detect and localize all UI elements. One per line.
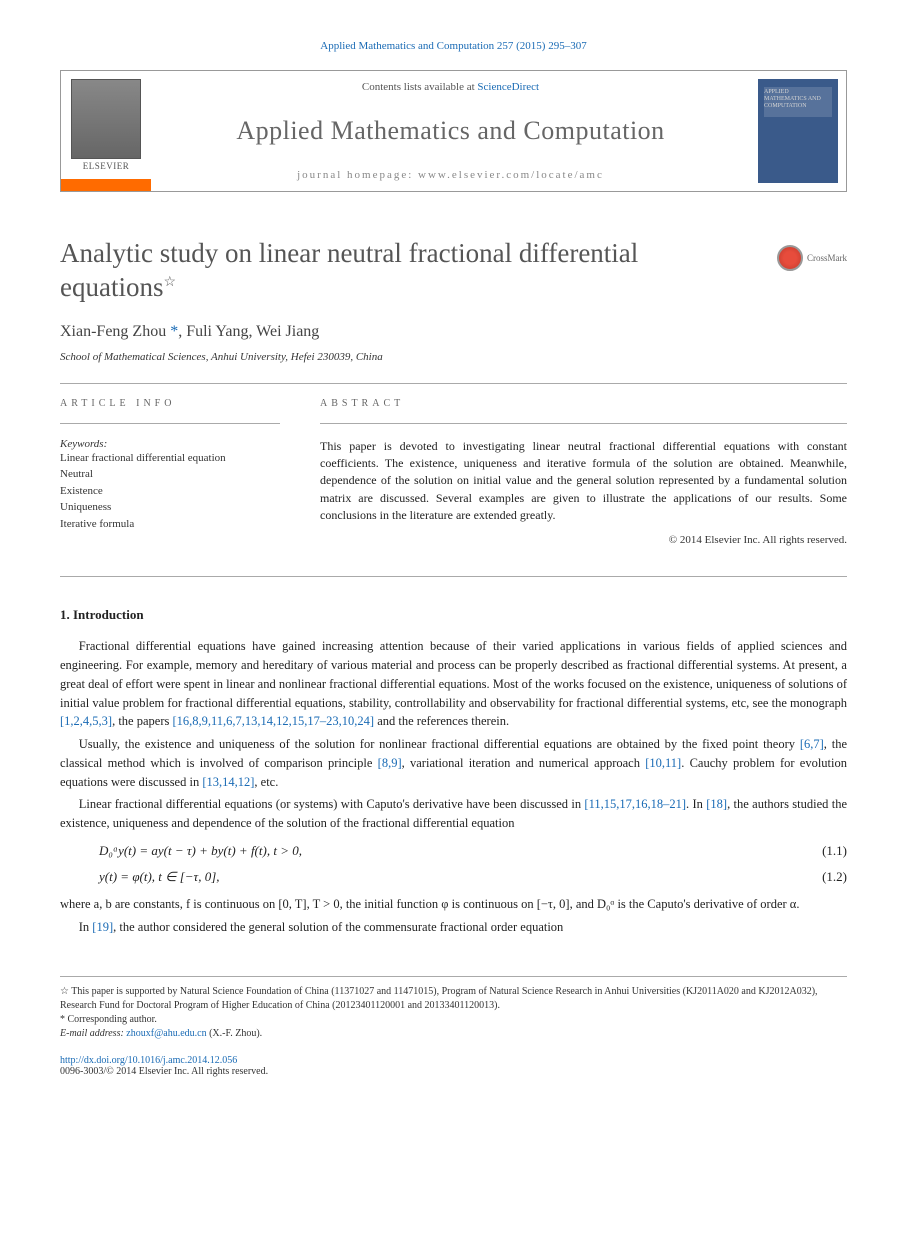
equation: D₀ᵅy(t) = ay(t − τ) + by(t) + f(t), t > … bbox=[99, 843, 847, 859]
reference-link[interactable]: [6,7] bbox=[800, 737, 824, 751]
article-title: Analytic study on linear neutral fractio… bbox=[60, 237, 757, 305]
keyword: Neutral bbox=[60, 466, 280, 483]
sciencedirect-link[interactable]: ScienceDirect bbox=[477, 81, 539, 93]
email-link[interactable]: zhouxf@ahu.edu.cn bbox=[126, 1028, 206, 1039]
paragraph: Usually, the existence and uniqueness of… bbox=[60, 735, 847, 791]
keywords-header: Keywords: bbox=[60, 438, 280, 450]
corresponding-author-marker[interactable]: * bbox=[170, 323, 178, 340]
affiliation: School of Mathematical Sciences, Anhui U… bbox=[60, 351, 847, 363]
contents-available: Contents lists available at ScienceDirec… bbox=[171, 81, 730, 93]
authors-line: Xian-Feng Zhou *, Fuli Yang, Wei Jiang bbox=[60, 323, 847, 341]
article-info-label: ARTICLE INFO bbox=[60, 398, 280, 409]
keyword: Linear fractional differential equation bbox=[60, 450, 280, 467]
paragraph: In [19], the author considered the gener… bbox=[60, 918, 847, 937]
title-footnote-marker: ☆ bbox=[163, 275, 176, 290]
equation-body: y(t) = φ(t), t ∈ [−τ, 0], bbox=[99, 869, 220, 885]
paragraph: Fractional differential equations have g… bbox=[60, 637, 847, 731]
elsevier-orange-bar bbox=[61, 179, 151, 191]
reference-link[interactable]: [10,11] bbox=[645, 756, 681, 770]
email-footnote: E-mail address: zhouxf@ahu.edu.cn (X.-F.… bbox=[60, 1027, 847, 1041]
divider bbox=[60, 383, 847, 384]
reference-link[interactable]: [16,8,9,11,6,7,13,14,12,15,17–23,10,24] bbox=[172, 714, 374, 728]
keyword: Uniqueness bbox=[60, 499, 280, 516]
crossmark-badge[interactable]: CrossMark bbox=[777, 245, 847, 271]
doi-link[interactable]: http://dx.doi.org/10.1016/j.amc.2014.12.… bbox=[60, 1055, 237, 1066]
elsevier-tree-icon bbox=[71, 79, 141, 159]
equation-body: D₀ᵅy(t) = ay(t − τ) + by(t) + f(t), t > … bbox=[99, 843, 302, 859]
corresponding-footnote: * Corresponding author. bbox=[60, 1013, 847, 1027]
keyword: Existence bbox=[60, 483, 280, 500]
reference-link[interactable]: [8,9] bbox=[378, 756, 402, 770]
reference-link[interactable]: [19] bbox=[92, 920, 113, 934]
section-heading: 1. Introduction bbox=[60, 607, 847, 623]
abstract-copyright: © 2014 Elsevier Inc. All rights reserved… bbox=[320, 534, 847, 546]
keyword: Iterative formula bbox=[60, 516, 280, 533]
abstract-text: This paper is devoted to investigating l… bbox=[320, 438, 847, 525]
footnotes: ☆ This paper is supported by Natural Sci… bbox=[60, 976, 847, 1041]
crossmark-label: CrossMark bbox=[807, 253, 847, 263]
citation-header: Applied Mathematics and Computation 257 … bbox=[60, 40, 847, 52]
paragraph: Linear fractional differential equations… bbox=[60, 795, 847, 833]
journal-title: Applied Mathematics and Computation bbox=[171, 116, 730, 146]
crossmark-icon bbox=[777, 245, 803, 271]
reference-link[interactable]: [11,15,17,16,18–21] bbox=[584, 797, 686, 811]
publisher-name: ELSEVIER bbox=[83, 161, 130, 171]
reference-link[interactable]: [13,14,12] bbox=[202, 775, 254, 789]
paragraph: where a, b are constants, f is continuou… bbox=[60, 895, 847, 914]
equation-number: (1.2) bbox=[822, 869, 847, 885]
article-info-column: ARTICLE INFO Keywords: Linear fractional… bbox=[60, 398, 280, 547]
footer-copyright: 0096-3003/© 2014 Elsevier Inc. All right… bbox=[60, 1066, 847, 1077]
abstract-column: ABSTRACT This paper is devoted to invest… bbox=[320, 398, 847, 547]
page-footer: http://dx.doi.org/10.1016/j.amc.2014.12.… bbox=[60, 1055, 847, 1077]
funding-footnote: ☆ This paper is supported by Natural Sci… bbox=[60, 985, 847, 1013]
journal-header: ELSEVIER Contents lists available at Sci… bbox=[60, 70, 847, 192]
elsevier-logo-block: ELSEVIER bbox=[61, 71, 151, 191]
equation: y(t) = φ(t), t ∈ [−τ, 0], (1.2) bbox=[99, 869, 847, 885]
reference-link[interactable]: [1,2,4,5,3] bbox=[60, 714, 112, 728]
equation-number: (1.1) bbox=[822, 843, 847, 859]
abstract-label: ABSTRACT bbox=[320, 398, 847, 409]
journal-homepage: journal homepage: www.elsevier.com/locat… bbox=[171, 169, 730, 181]
journal-cover-thumbnail: APPLIED MATHEMATICS AND COMPUTATION bbox=[758, 79, 838, 183]
reference-link[interactable]: [18] bbox=[706, 797, 727, 811]
